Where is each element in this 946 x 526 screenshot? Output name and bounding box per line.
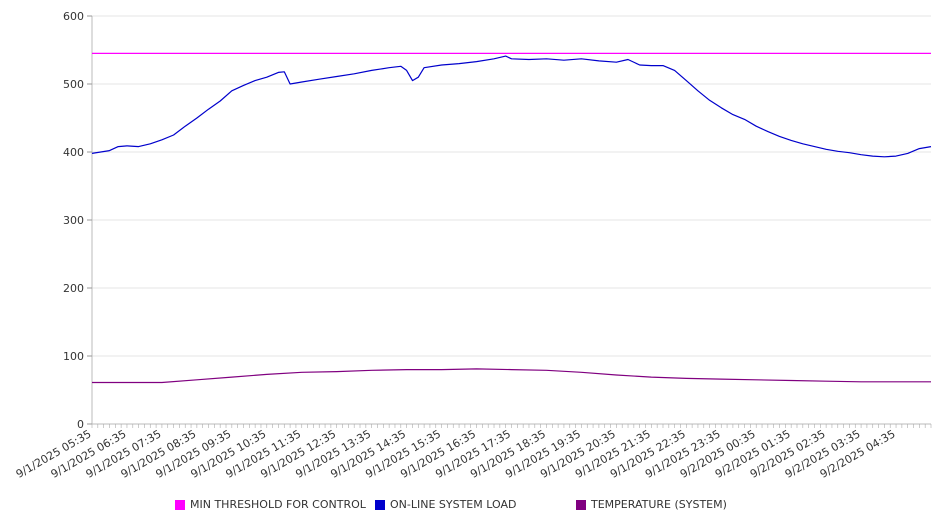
series-lines xyxy=(91,52,932,384)
legend-label: ON-LINE SYSTEM LOAD xyxy=(390,498,517,511)
series-line-2 xyxy=(92,368,931,384)
legend-swatch xyxy=(175,499,185,510)
legend-item-min-threshold: MIN THRESHOLD FOR CONTROL xyxy=(175,498,366,511)
y-tick-label: 300 xyxy=(63,214,84,227)
grid-lines xyxy=(92,15,931,357)
y-tick-label: 200 xyxy=(63,282,84,295)
y-axis-ticks: 0 100 200 300 400 500 600 xyxy=(63,10,92,431)
x-axis-ticks: 9/1/2025 05:359/1/2025 06:359/1/2025 07:… xyxy=(14,424,932,481)
legend-label: MIN THRESHOLD FOR CONTROL xyxy=(190,498,366,511)
y-tick-label: 600 xyxy=(63,10,84,23)
legend-swatch xyxy=(375,499,385,510)
y-tick-label: 400 xyxy=(63,146,84,159)
legend-label: TEMPERATURE (SYSTEM) xyxy=(591,498,727,511)
legend-item-temperature: TEMPERATURE (SYSTEM) xyxy=(576,498,727,511)
series-line-1 xyxy=(91,55,932,158)
legend-item-online-system-load: ON-LINE SYSTEM LOAD xyxy=(375,498,516,511)
y-tick-label: 500 xyxy=(63,78,84,91)
legend-swatch xyxy=(576,499,586,510)
legend: MIN THRESHOLD FOR CONTROL ON-LINE SYSTEM… xyxy=(0,498,946,516)
y-tick-label: 100 xyxy=(63,350,84,363)
y-tick-label: 0 xyxy=(77,418,84,431)
